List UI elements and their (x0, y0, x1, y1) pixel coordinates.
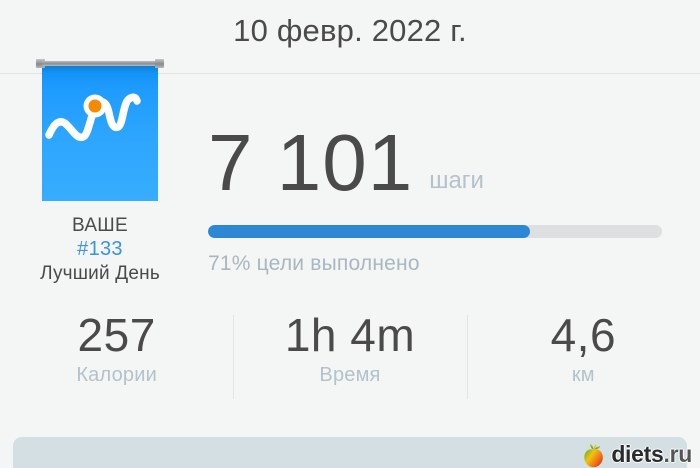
daily-summary-card: ВАШЕ #133 Лучший День 7 101 шаги 71% цел… (0, 59, 700, 403)
stat-calories[interactable]: 257 Калории (0, 311, 233, 403)
header-bar: 10 февр. 2022 г. (0, 0, 700, 73)
stat-distance[interactable]: 4,6 км (466, 309, 700, 403)
stat-calories-label: Калории (76, 364, 157, 387)
apple-logo-icon (584, 443, 604, 468)
steps-section: 7 101 шаги 71% цели выполнено (208, 118, 678, 276)
wave-chart-icon (45, 93, 141, 142)
badge-caption: ВАШЕ #133 Лучший День (0, 214, 200, 285)
header-date: 10 февр. 2022 г. (233, 12, 467, 48)
ribbon-rod-bar (42, 61, 158, 66)
watermark-text: diets.ru (611, 441, 692, 468)
ribbon-rod-cap-right (155, 59, 164, 68)
badge-subtitle: Лучший День (40, 262, 160, 284)
stat-distance-label: км (571, 364, 595, 387)
steps-unit-label: шаги (429, 167, 484, 194)
ribbon-rod-cap-left (36, 59, 45, 68)
ribbon-rod (36, 59, 164, 68)
goal-progress-label: 71% цели выполнено (208, 252, 420, 275)
goal-progress-fill (208, 225, 531, 238)
steps-count: 7 101 (208, 118, 414, 207)
stat-distance-value: 4,6 (550, 309, 617, 361)
stat-time-label: Время (319, 364, 381, 387)
stat-time-value: 1h 4m (284, 309, 416, 361)
watermark-tld: .ru (663, 441, 693, 467)
goal-progress-bar[interactable] (208, 225, 662, 238)
ribbon-flag (42, 63, 158, 201)
watermark-name: diets (611, 441, 664, 467)
stat-calories-value: 257 (77, 309, 156, 361)
bottom-panel (13, 437, 687, 468)
stats-row: 257 Калории 1h 4m Время 4,6 км (0, 311, 700, 403)
badge-title: ВАШЕ (71, 215, 128, 236)
badge-rank: #133 (77, 238, 123, 261)
ribbon-graphic (33, 59, 165, 205)
best-day-badge[interactable]: ВАШЕ #133 Лучший День (0, 59, 200, 285)
watermark: diets.ru (581, 441, 692, 468)
header-divider (0, 73, 700, 74)
ribbon-shadow (42, 63, 158, 73)
stat-time[interactable]: 1h 4m Время (233, 311, 466, 403)
steps-headline: 7 101 шаги (208, 118, 678, 207)
